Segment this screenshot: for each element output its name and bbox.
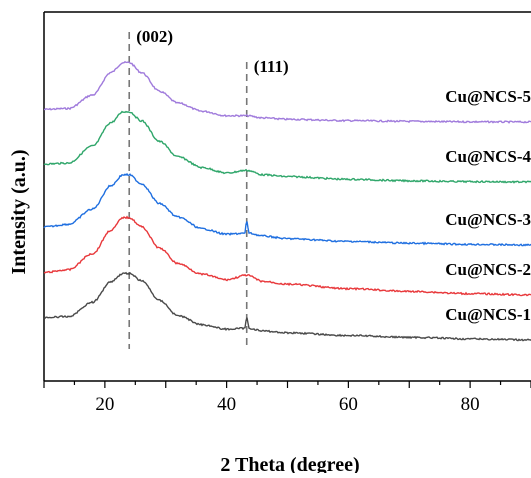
peak-label: (111) [254, 57, 289, 76]
x-axis-title: 2 Theta (degree) [220, 454, 359, 473]
x-tick-label: 20 [95, 394, 114, 415]
series-line [43, 215, 531, 297]
x-tick-label: 60 [339, 394, 358, 415]
y-axis-title: Intensity (a.u.) [8, 149, 30, 274]
series-line [43, 60, 531, 124]
series-name-label: Cu@NCS-3 [445, 210, 531, 229]
x-tick-label: 40 [217, 394, 236, 415]
series-name-label: Cu@NCS-4 [445, 147, 531, 166]
series-line [43, 172, 531, 247]
series-line [43, 271, 531, 342]
series-labels: Cu@NCS-5 Cu@NCS-4 Cu@NCS-3 Cu@NCS-2 Cu@NCS-1 [445, 87, 531, 324]
series-name-label: Cu@NCS-2 [445, 260, 531, 279]
series-group [43, 60, 531, 342]
peak-label: (002) [136, 27, 173, 46]
axes: 20 40 60 80 [43, 11, 531, 415]
x-tick-label: 80 [461, 394, 480, 415]
peak-markers: (002) (111) [128, 27, 289, 349]
series-line [43, 110, 531, 184]
series-name-label: Cu@NCS-1 [445, 305, 531, 324]
series-name-label: Cu@NCS-5 [445, 87, 531, 106]
